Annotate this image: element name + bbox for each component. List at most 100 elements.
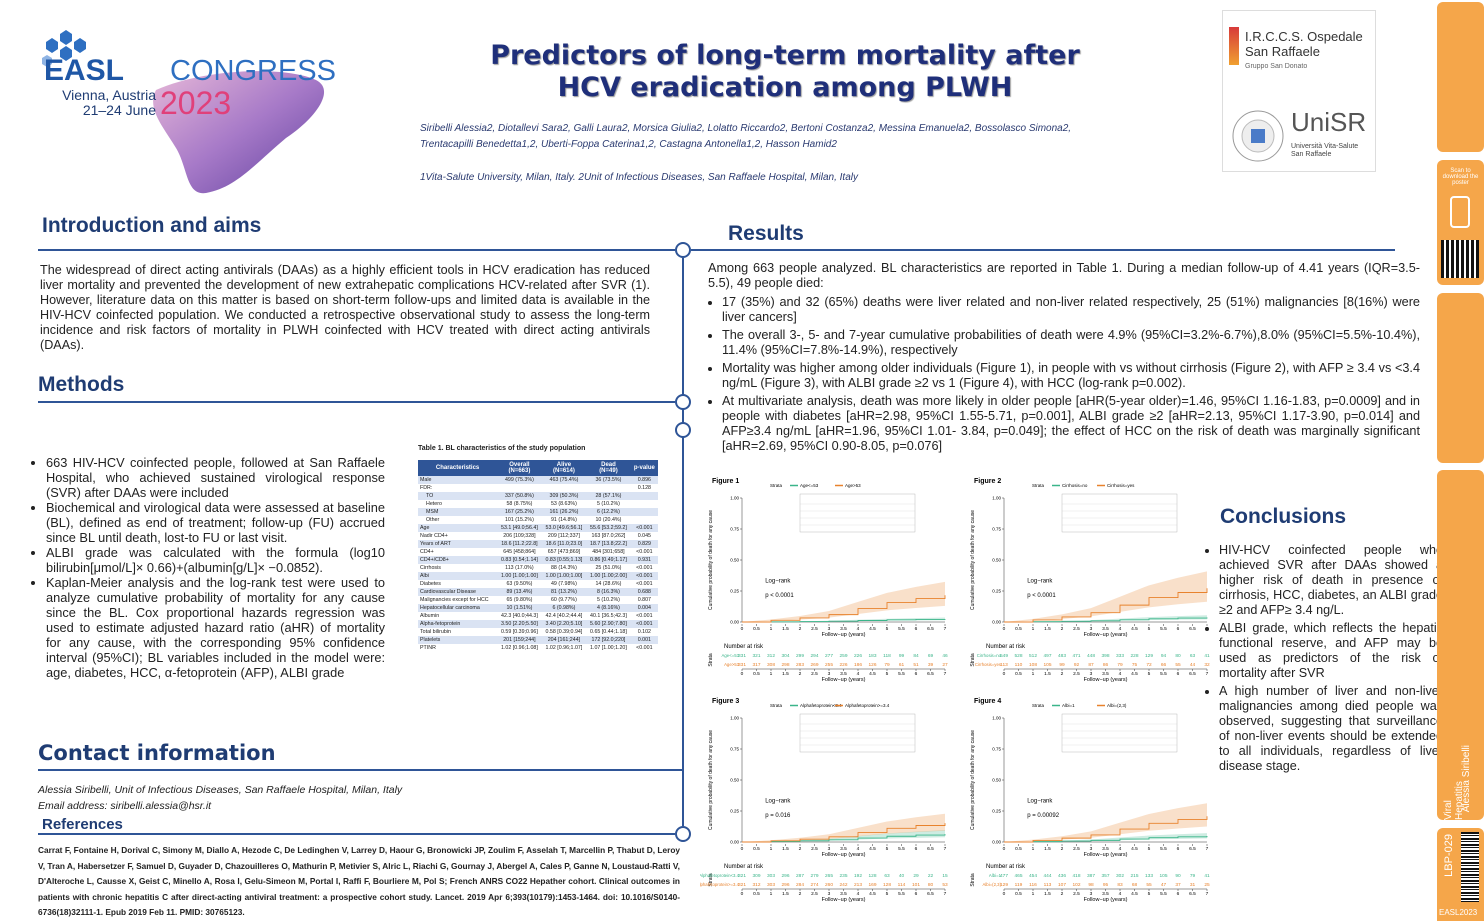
results-list: 17 (35%) and 32 (65%) deaths were liver … (708, 295, 1420, 457)
table-cell: 89 (13.4%) (506, 589, 533, 595)
risk-count: 302 (1116, 873, 1124, 879)
section-heading: References (42, 816, 123, 833)
risk-count: 274 (810, 882, 818, 888)
risk-x-tick-label: 0.5 (753, 671, 760, 677)
risk-count: 331 (738, 653, 746, 659)
risk-count: 549 (1000, 653, 1008, 659)
risk-count: 32 (1204, 662, 1210, 668)
unisr: UniSR (1291, 107, 1367, 137)
ci-band (742, 813, 945, 842)
sidebar-panel: Scan to download the poster (1437, 160, 1484, 285)
risk-count: 265 (825, 873, 833, 879)
logo-event: CONGRESS (170, 55, 336, 87)
risk-title: Number at risk (986, 644, 1026, 650)
uni-name: Università Vita-Salute San Raffaele (1291, 143, 1358, 159)
x-tick-label: 1.5 (782, 626, 789, 632)
table-row: Hepatocellular carcinoma 10 (1.51%) 6 (0.9… (418, 604, 658, 612)
table-row: MSM 167 (25.2%) 161 (26.2%) 6 (12.2%) (418, 508, 658, 516)
x-axis-title: Follow−up (years) (822, 632, 866, 638)
risk-count: 105 (1043, 662, 1051, 668)
table-cell: 0.001 (637, 637, 651, 643)
table-cell: 88 (14.3%) (550, 565, 577, 571)
phone-icon (1450, 196, 1470, 228)
x-tick-label: 4.5 (1131, 846, 1138, 852)
risk-count: 37 (1175, 882, 1181, 888)
risk-x-title: Follow−up (years) (1084, 677, 1128, 683)
risk-count: 55 (1175, 662, 1181, 668)
table-cell: 42.4 [40.2;44.4] (545, 613, 583, 619)
p-value: p < 0.0001 (765, 593, 794, 599)
y-tick-label: 1.00 (992, 496, 1001, 501)
risk-count: 299 (796, 653, 804, 659)
table-cell: Diabetes (420, 581, 441, 587)
table-row: Age 53.1 [49.0;56.4] 53.0 [49.6;56.1] 55.6 … (418, 524, 658, 532)
x-tick-label: 6 (915, 846, 918, 852)
table-cell: 58 (8.75%) (506, 501, 533, 507)
table-cell: TO (426, 493, 434, 499)
x-tick-label: 2.5 (1073, 626, 1080, 632)
y-tick-label: 0.50 (992, 558, 1001, 563)
risk-count: 477 (1000, 873, 1008, 879)
risk-count: 63 (884, 873, 890, 879)
x-tick-label: 1.5 (1044, 846, 1051, 852)
risk-count: 260 (825, 882, 833, 888)
y-axis-title: Cumulative probability of death for any … (708, 730, 714, 830)
y-axis-title: Cumulative probability of death for any … (970, 510, 976, 610)
risk-x-title: Follow−up (years) (822, 897, 866, 903)
risk-count: 304 (781, 653, 789, 659)
legend-entry: Cirrhosis=no (1062, 483, 1088, 488)
table-cell: 201 [159;244] (503, 637, 536, 643)
risk-count: 512 (1029, 653, 1037, 659)
risk-count: 129 (1000, 882, 1008, 888)
x-tick-label: 2 (799, 626, 802, 632)
section-heading: Results (728, 222, 804, 245)
x-tick-label: 3.5 (1102, 626, 1109, 632)
header-cell: Dead (N=49) (586, 460, 631, 476)
risk-count: 39 (928, 662, 934, 668)
table-row: Albi 1.00 [1.00;1.00] 1.00 [1.00;1.00] 1.00… (418, 572, 658, 580)
risk-count: 483 (1058, 653, 1066, 659)
sidebar-panel: LBP-029 EASL2023 (1437, 828, 1484, 921)
table-cell: 60 (9.77%) (550, 597, 577, 603)
risk-count: 444 (1043, 873, 1051, 879)
x-tick-label: 4 (857, 626, 860, 632)
barcode (1461, 832, 1479, 902)
table-cell: 101 (15.2%) (504, 517, 534, 523)
risk-x-tick-label: 5 (1148, 891, 1151, 897)
section-heading: Methods (38, 373, 125, 396)
risk-count: 284 (796, 882, 804, 888)
table-cell: 55.6 [53.2;59.2] (590, 525, 627, 531)
risk-count: 294 (810, 653, 818, 659)
poster-title: Predictors of long-term mortality after … (490, 40, 1080, 103)
table-cell: 0.83 [0.55;1.13] (545, 557, 583, 563)
risk-count: 303 (767, 873, 775, 879)
table-cell: 0.829 (637, 541, 651, 547)
risk-count: 92 (1074, 662, 1080, 668)
table-cell: 28 (57.1%) (595, 493, 622, 499)
table-row: Alpha-fetoprotein 3.50 [2.20;5.50] 3.40 [2… (418, 620, 658, 628)
risk-x-tick-label: 6.5 (1189, 671, 1196, 677)
legend-title: Strata (1032, 703, 1045, 708)
risk-x-tick-label: 5.5 (898, 891, 905, 897)
risk-x-tick-label: 5 (886, 671, 889, 677)
table-cell: 163 [87.0;262] (591, 533, 626, 539)
risk-count: 169 (868, 882, 876, 888)
y-tick-label: 0.50 (992, 778, 1001, 783)
risk-count: 63 (1190, 653, 1196, 659)
risk-count: 213 (854, 882, 862, 888)
table-cell: 42.3 [40.0;44.3] (501, 613, 538, 619)
risk-count: 259 (839, 653, 847, 659)
risk-count: 269 (810, 662, 818, 668)
bullet: 17 (35%) and 32 (65%) deaths were liver … (722, 295, 1420, 325)
risk-count: 46 (942, 653, 948, 659)
risk-count: 114 (898, 882, 906, 888)
risk-count: 22 (928, 873, 934, 879)
uni-line: Università Vita-Salute (1291, 143, 1359, 150)
table-cell: 0.931 (637, 557, 651, 563)
risk-x-tick-label: 1 (1032, 891, 1035, 897)
x-tick-label: 6.5 (927, 626, 934, 632)
table-cell: FDR: (420, 485, 433, 491)
risk-count: 44 (1190, 662, 1196, 668)
risk-count: 99 (899, 653, 905, 659)
